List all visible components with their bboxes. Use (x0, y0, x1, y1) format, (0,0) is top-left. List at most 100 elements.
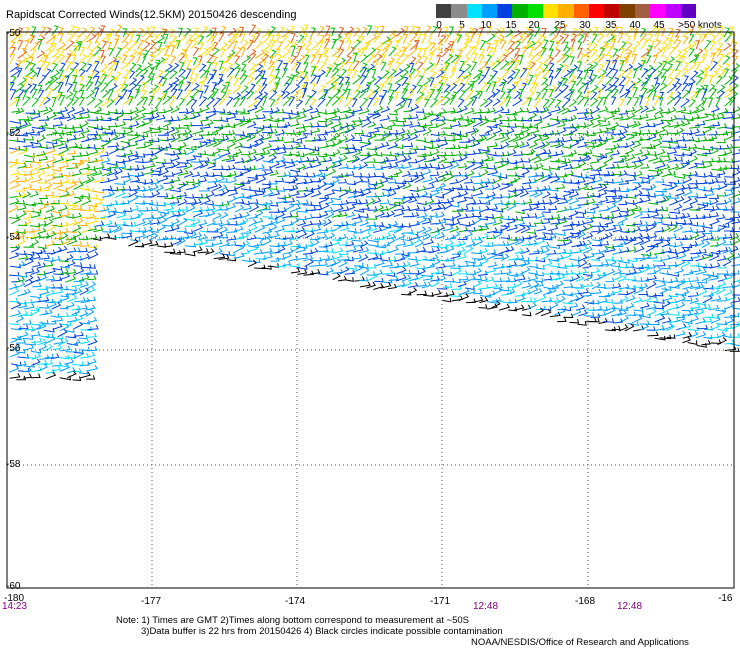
wind-barb (676, 278, 686, 283)
wind-barb (324, 206, 334, 213)
wind-barb (521, 297, 533, 302)
wind-barb (50, 76, 59, 85)
wind-barb (500, 39, 507, 50)
legend-label: 30 (579, 20, 591, 31)
wind-barb (43, 261, 54, 267)
wind-barb (596, 272, 607, 281)
wind-barb (37, 285, 48, 290)
wind-barb (541, 218, 551, 225)
wind-barb (302, 122, 313, 128)
wind-barb (617, 69, 626, 79)
wind-barb (498, 174, 508, 179)
wind-barb (24, 253, 34, 261)
wind-barb (508, 306, 518, 312)
wind-barb (618, 324, 629, 332)
wind-barb (199, 171, 209, 178)
wind-barb (617, 309, 627, 317)
wind-barb (718, 275, 728, 282)
wind-barb (529, 153, 540, 162)
wind-barb (93, 163, 105, 170)
wind-barb (442, 76, 449, 87)
wind-barb (135, 68, 144, 77)
wind-barb (227, 49, 236, 59)
wind-barb (708, 252, 720, 261)
wind-barb (575, 275, 585, 282)
wind-barb (403, 114, 412, 120)
legend-label: 45 (653, 20, 665, 31)
wind-barb (661, 47, 667, 58)
wind-barb (157, 168, 169, 177)
wind-barb (87, 217, 98, 225)
wind-barb (458, 162, 468, 169)
wind-barb (505, 200, 516, 205)
wind-barb (456, 34, 463, 43)
wind-barb (288, 96, 296, 107)
wind-barb (296, 178, 308, 185)
wind-barb (456, 185, 469, 191)
wind-barb (281, 252, 292, 260)
wind-barb (37, 359, 48, 365)
wind-barb (373, 75, 383, 86)
wind-barb (170, 55, 177, 65)
wind-barb (498, 303, 511, 311)
wind-barb (183, 54, 189, 65)
wind-barb (582, 240, 592, 247)
wind-barb (169, 187, 182, 193)
wind-barb (269, 66, 275, 77)
legend-swatch (619, 4, 635, 18)
wind-barb (9, 198, 20, 205)
wind-barb (442, 271, 453, 277)
wind-barb (540, 35, 547, 45)
wind-barb (641, 295, 652, 303)
wind-barb (239, 200, 250, 206)
wind-barb (366, 145, 378, 151)
wind-barb (715, 307, 727, 312)
lat-label: -58 (6, 459, 21, 470)
wind-barb (143, 32, 152, 43)
wind-barb (394, 250, 405, 255)
wind-barb (170, 105, 180, 114)
lat-label: -52 (6, 128, 21, 139)
wind-barb (221, 155, 232, 162)
wind-barb (653, 82, 661, 92)
wind-barb (394, 128, 406, 136)
wind-barb (652, 157, 663, 164)
wind-barb (570, 156, 583, 162)
wind-barb (339, 255, 350, 261)
wind-barb (359, 139, 371, 145)
wind-barb (372, 254, 383, 260)
wind-barb (450, 252, 461, 260)
wind-barb (192, 127, 204, 135)
wind-barb (87, 26, 96, 37)
wind-barb (416, 200, 427, 206)
wind-barb (59, 304, 69, 310)
wind-barb (380, 105, 391, 113)
wind-barb (162, 235, 174, 240)
wind-barb (121, 156, 131, 163)
wind-barb (518, 88, 524, 99)
wind-barb (437, 108, 447, 115)
wind-barb (164, 63, 173, 72)
wind-barb (606, 197, 616, 204)
wind-barb (653, 54, 658, 64)
wind-barb (624, 89, 631, 98)
legend-swatch (527, 4, 543, 18)
wind-barb (170, 45, 176, 56)
wind-barb (547, 257, 560, 262)
wind-barb (529, 190, 538, 197)
wind-barb (659, 286, 669, 295)
wind-barb (220, 84, 227, 93)
wind-barb (718, 165, 728, 170)
wind-barb (29, 307, 40, 317)
wind-barb (9, 297, 18, 303)
wind-barb (610, 143, 621, 150)
wind-barb (394, 39, 400, 50)
wind-barb (548, 88, 554, 98)
wind-barb (220, 172, 232, 178)
wind-barb (466, 220, 476, 227)
wind-barb (58, 162, 70, 169)
wind-barb (610, 262, 621, 268)
wind-barb (533, 190, 544, 198)
wind-barb (710, 52, 716, 64)
wind-barb (575, 160, 587, 169)
